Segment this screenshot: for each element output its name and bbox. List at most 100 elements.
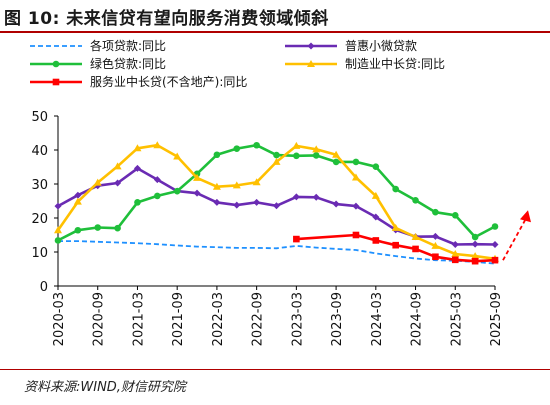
x-tick-label: 2025-03 (449, 292, 464, 346)
data-point (114, 179, 122, 187)
data-point (352, 202, 360, 210)
data-point (54, 237, 62, 244)
x-tick-label: 2023-09 (330, 292, 345, 346)
data-point (252, 178, 261, 186)
data-point (371, 191, 380, 199)
forecast-arrow (502, 210, 531, 261)
x-tick-label: 2021-09 (171, 292, 186, 346)
data-point (54, 202, 62, 210)
legend-label: 绿色贷款:同比 (90, 56, 166, 71)
data-point (451, 241, 459, 249)
x-tick-label: 2020-03 (52, 292, 67, 346)
data-point (193, 173, 202, 181)
data-point (153, 176, 161, 184)
data-point (372, 213, 380, 221)
legend-label: 制造业中长贷:同比 (345, 56, 445, 71)
data-point (293, 152, 300, 160)
data-point (307, 60, 315, 67)
data-point (352, 158, 360, 166)
legend-item-1: 普惠小微贷款 (285, 39, 417, 53)
data-point (491, 223, 499, 230)
data-point (52, 78, 60, 86)
series-line (58, 240, 496, 265)
data-point (332, 150, 341, 158)
data-point (351, 173, 360, 181)
data-point (154, 192, 161, 200)
source-divider (0, 369, 550, 370)
data-point (432, 208, 439, 216)
data-point (213, 151, 221, 159)
y-tick-label: 40 (31, 144, 48, 159)
forecast-arrow-shaft (502, 219, 526, 261)
data-point (293, 235, 300, 243)
source-note: 资料来源:WIND,财信研究院 (24, 380, 186, 395)
title-bar: 图 10: 未来信贷有望向服务消费领域倾斜 (0, 0, 550, 33)
legend-label: 普惠小微贷款 (345, 39, 417, 53)
series-0 (58, 240, 496, 265)
data-point (113, 162, 122, 170)
y-tick-label: 20 (31, 212, 48, 227)
x-tick-label: 2021-03 (131, 292, 146, 346)
data-point (431, 241, 440, 249)
page-title: 图 10: 未来信贷有望向服务消费领域倾斜 (4, 9, 329, 29)
data-point (133, 144, 142, 152)
y-tick-label: 30 (31, 178, 48, 193)
data-point (52, 60, 60, 68)
data-point (93, 178, 102, 186)
data-point (411, 233, 420, 241)
data-point (153, 141, 162, 149)
data-point (133, 164, 141, 172)
data-point (352, 231, 360, 239)
series-1 (54, 164, 499, 249)
data-point (451, 256, 459, 264)
x-axis: 2020-03 2020-09 2021-03 2021-09 2022-03 2022-… (52, 286, 504, 346)
x-tick-label: 2024-09 (410, 292, 425, 346)
data-point (54, 226, 62, 234)
data-point (471, 252, 480, 260)
data-point (173, 187, 181, 195)
data-point (173, 152, 182, 160)
legend-item-0: 各项贷款:同比 (30, 38, 166, 53)
plot-frame (57, 116, 495, 287)
data-point (253, 198, 261, 206)
x-tick-label: 2023-03 (290, 292, 305, 346)
data-point (451, 211, 459, 219)
y-axis: 0 10 20 30 40 50 (31, 110, 58, 295)
x-tick-label: 2025-09 (489, 292, 504, 346)
data-point (412, 197, 419, 204)
data-point (412, 245, 419, 253)
data-point (392, 241, 399, 249)
series-4 (293, 231, 499, 265)
data-point (253, 141, 260, 149)
data-point (471, 257, 479, 265)
x-tick-label: 2024-03 (370, 292, 385, 346)
data-point (307, 42, 315, 50)
series-layer (54, 141, 499, 265)
data-point (233, 145, 241, 152)
data-point (94, 224, 102, 231)
legend-item-3: 制造业中长贷:同比 (285, 56, 445, 71)
data-point (312, 152, 320, 159)
data-point (213, 198, 221, 206)
x-tick-label: 2022-03 (211, 292, 226, 346)
data-point (134, 199, 141, 206)
data-point (233, 201, 241, 209)
legend-label: 服务业中长贷(不含地产):同比 (90, 74, 247, 89)
data-point (74, 191, 82, 199)
series-3 (54, 141, 499, 262)
data-point (114, 224, 121, 232)
legend-item-2: 绿色贷款:同比 (30, 56, 166, 71)
x-tick-label: 2022-09 (251, 292, 266, 346)
y-tick-label: 0 (40, 280, 48, 295)
series-2 (54, 141, 499, 244)
data-point (273, 151, 280, 159)
data-point (232, 181, 241, 189)
data-point (273, 202, 280, 210)
data-point (372, 237, 380, 244)
x-tick-label: 2020-09 (92, 292, 107, 346)
data-point (471, 233, 479, 241)
data-point (451, 250, 460, 258)
title-divider (0, 31, 550, 33)
data-point (332, 200, 340, 208)
